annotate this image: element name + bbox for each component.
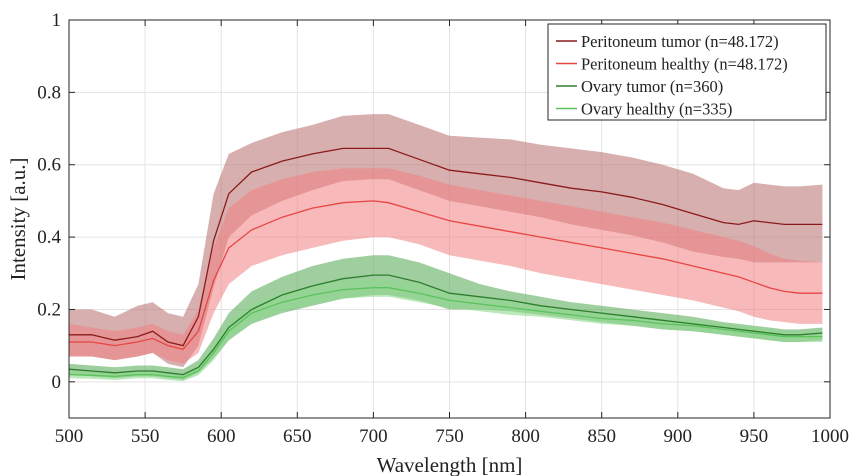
x-tick-label: 850 <box>587 426 616 447</box>
band-series-2 <box>69 168 823 364</box>
x-tick-label: 750 <box>435 426 464 447</box>
line-series-4 <box>68 287 823 379</box>
x-tick-label: 1000 <box>811 426 849 447</box>
y-tick-label: 0.2 <box>37 299 61 320</box>
legend: Peritoneum tumor (n=48.172) Peritoneum he… <box>547 23 827 121</box>
y-axis-title: Intensity [a.u.] <box>6 157 30 280</box>
band-series-4 <box>69 278 823 382</box>
band-series-3 <box>69 255 823 380</box>
x-tick-label: 900 <box>664 426 693 447</box>
y-tick-label: 0.8 <box>37 82 61 103</box>
x-tick-label: 700 <box>359 426 388 447</box>
y-tick-label: 1 <box>52 10 62 31</box>
y-tick-label: 0.4 <box>37 227 61 248</box>
line-series-1 <box>69 147 823 347</box>
y-tick-label: 0 <box>52 372 62 393</box>
band-series-1 <box>69 114 823 368</box>
y-tick-label: 0.6 <box>37 155 61 176</box>
x-axis-title: Wavelength [nm] <box>377 453 523 476</box>
x-tick-label: 550 <box>131 426 160 447</box>
line-series-2 <box>69 200 823 351</box>
legend-label: Peritoneum healthy (n=48.172) <box>581 55 788 74</box>
x-tick-label: 800 <box>511 426 540 447</box>
mean-lines <box>68 147 823 379</box>
y-tick-labels: 0 0.2 0.4 0.6 0.8 1 <box>37 10 61 393</box>
confidence-bands <box>69 114 823 382</box>
legend-box <box>547 23 827 121</box>
x-tick-label: 650 <box>283 426 312 447</box>
legend-label: Ovary tumor (n=360) <box>581 77 723 96</box>
x-tick-label: 600 <box>207 426 236 447</box>
x-tick-label: 950 <box>740 426 769 447</box>
legend-label: Peritoneum tumor (n=48.172) <box>581 32 779 51</box>
x-tick-label: 500 <box>55 426 84 447</box>
legend-label: Ovary healthy (n=335) <box>581 100 732 119</box>
x-tick-labels: 500 550 600 650 700 750 800 850 900 950 1000 <box>55 426 849 447</box>
line-series-3 <box>68 274 823 376</box>
